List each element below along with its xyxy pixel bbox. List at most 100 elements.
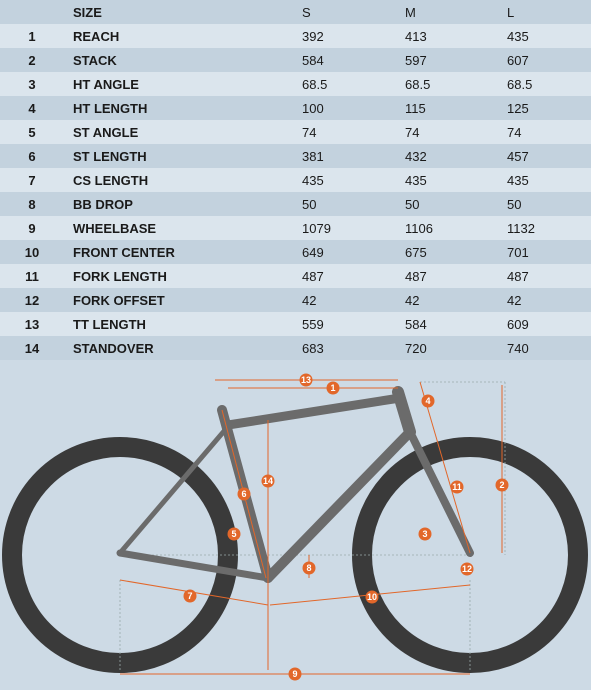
geometry-table: SIZE S M L 1 REACH 392 413 435 2 STACK 584 597 607 3 HT… [0,0,591,360]
row-number: 1 [28,28,36,44]
marker-dot [237,487,251,501]
marker-dot [495,478,509,492]
value-cell: 457 [507,148,529,164]
row-number: 13 [24,316,40,332]
measure-name: HT LENGTH [73,100,148,116]
value-cell: 68.5 [507,76,533,92]
value-cell: 125 [507,100,529,116]
marker-dot [183,589,197,603]
frame [116,386,474,583]
measure-name: CS LENGTH [73,172,149,188]
value-cell: 100 [302,100,324,116]
row-number: 4 [28,100,36,116]
value-cell: 432 [405,148,427,164]
row-number: 9 [28,220,36,236]
marker-label: 12 [462,564,472,574]
header-cell: M [405,4,416,20]
row-number: 10 [24,244,40,260]
value-cell: 1079 [302,220,331,236]
table-row: 6 ST LENGTH 381 432 457 [0,144,591,168]
table-row: 7 CS LENGTH 435 435 435 [0,168,591,192]
value-cell: 701 [507,244,529,260]
marker-label: 13 [301,375,311,385]
marker-dot [261,474,275,488]
value-cell: 683 [302,340,324,356]
value-cell: 1106 [405,220,433,236]
row-number: 14 [24,340,40,356]
value-cell: 487 [302,268,324,284]
marker-dot [365,590,379,604]
value-cell: 50 [302,196,317,212]
table-row: 12 FORK OFFSET 42 42 42 [0,288,591,312]
value-cell: 1132 [507,220,535,236]
measure-name: FORK OFFSET [73,292,165,308]
header-cell: S [302,4,311,20]
marker-label: 8 [306,563,311,573]
measure-name: FRONT CENTER [73,244,175,260]
header-row: SIZE S M L [0,0,591,24]
value-cell: 435 [507,172,529,188]
marker-dot [299,373,313,387]
measure-name: STACK [73,52,117,68]
value-cell: 74 [302,124,317,140]
value-cell: 74 [405,124,420,140]
value-cell: 487 [507,268,529,284]
value-cell: 740 [507,340,529,356]
value-cell: 487 [405,268,427,284]
value-cell: 50 [405,196,420,212]
row-number: 7 [28,172,36,188]
row-number: 3 [28,76,36,92]
measure-name: FORK LENGTH [73,268,167,284]
value-cell: 559 [302,316,324,332]
value-cell: 435 [405,172,427,188]
marker-label: 6 [241,489,246,499]
value-cell: 435 [302,172,324,188]
marker-dot [460,562,474,576]
value-cell: 720 [405,340,427,356]
marker-label: 10 [367,592,377,602]
value-cell: 42 [507,292,522,308]
value-cell: 607 [507,52,529,68]
table-row: 8 BB DROP 50 50 50 [0,192,591,216]
table-row: 9 WHEELBASE 1079 1106 1132 [0,216,591,240]
marker-label: 7 [187,591,192,601]
marker-label: 14 [263,476,273,486]
marker-label: 4 [425,396,430,406]
table-row: 14 STANDOVER 683 720 740 [0,336,591,360]
marker-label: 5 [231,529,236,539]
value-cell: 649 [302,244,324,260]
table-row: 10 FRONT CENTER 649 675 701 [0,240,591,264]
value-cell: 435 [507,28,529,44]
table-row: 2 STACK 584 597 607 [0,48,591,72]
marker-label: 3 [422,529,427,539]
value-cell: 74 [507,124,522,140]
value-cell: 584 [302,52,324,68]
row-number: 12 [24,292,40,308]
table-row: 13 TT LENGTH 559 584 609 [0,312,591,336]
value-cell: 115 [405,100,426,116]
marker-label: 11 [452,482,462,492]
value-cell: 68.5 [302,76,328,92]
value-cell: 584 [405,316,427,332]
row-number: 2 [28,52,36,68]
value-cell: 597 [405,52,427,68]
marker-label: 9 [292,669,297,679]
table-row: 3 HT ANGLE 68.5 68.5 68.5 [0,72,591,96]
table-row: 5 ST ANGLE 74 74 74 [0,120,591,144]
measure-name: REACH [73,28,120,44]
table-row: 11 FORK LENGTH 487 487 487 [0,264,591,288]
value-cell: 42 [302,292,317,308]
measure-name: WHEELBASE [73,220,157,236]
value-cell: 392 [302,28,324,44]
measure-name: ST ANGLE [73,124,139,140]
measure-name: BB DROP [73,196,133,212]
marker-dot [227,527,241,541]
measure-name: STANDOVER [73,340,154,356]
row-number: 11 [25,268,39,284]
header-cell: SIZE [73,4,102,20]
value-cell: 609 [507,316,529,332]
value-cell: 381 [302,148,324,164]
